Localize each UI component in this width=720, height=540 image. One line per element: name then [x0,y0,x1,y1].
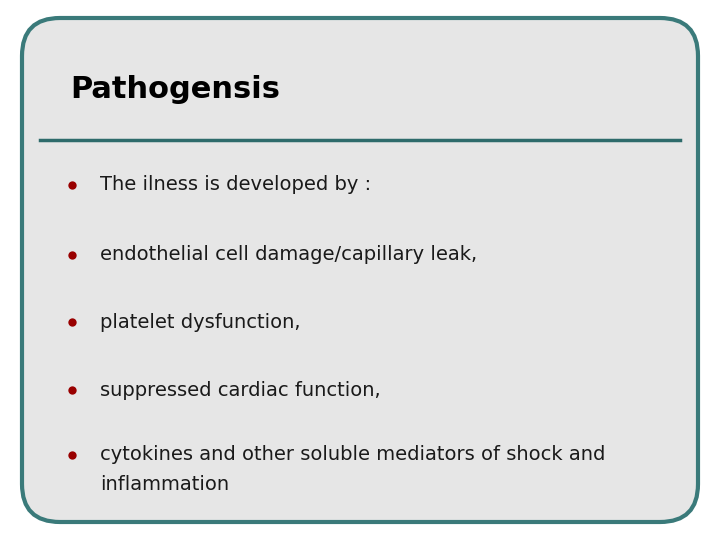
FancyBboxPatch shape [40,145,680,505]
Text: cytokines and other soluble mediators of shock and: cytokines and other soluble mediators of… [100,446,606,464]
Text: The ilness is developed by :: The ilness is developed by : [100,176,371,194]
Text: endothelial cell damage/capillary leak,: endothelial cell damage/capillary leak, [100,246,477,265]
Text: platelet dysfunction,: platelet dysfunction, [100,313,300,332]
Text: inflammation: inflammation [100,476,229,495]
Text: Pathogensis: Pathogensis [70,76,280,105]
Text: suppressed cardiac function,: suppressed cardiac function, [100,381,381,400]
FancyBboxPatch shape [22,18,698,522]
FancyBboxPatch shape [40,34,680,140]
